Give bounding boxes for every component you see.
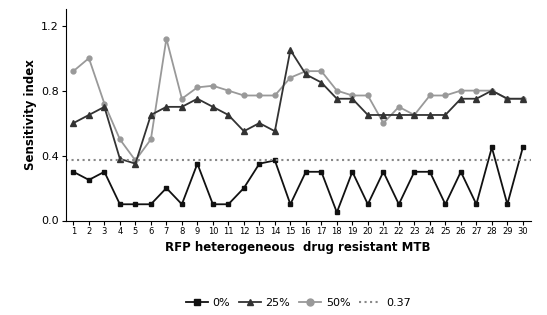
Y-axis label: Sensitivity index: Sensitivity index — [24, 60, 37, 170]
Legend: 0%, 25%, 50%, 0.37: 0%, 25%, 50%, 0.37 — [181, 294, 415, 312]
X-axis label: RFP heterogeneous  drug resistant MTB: RFP heterogeneous drug resistant MTB — [165, 241, 431, 254]
